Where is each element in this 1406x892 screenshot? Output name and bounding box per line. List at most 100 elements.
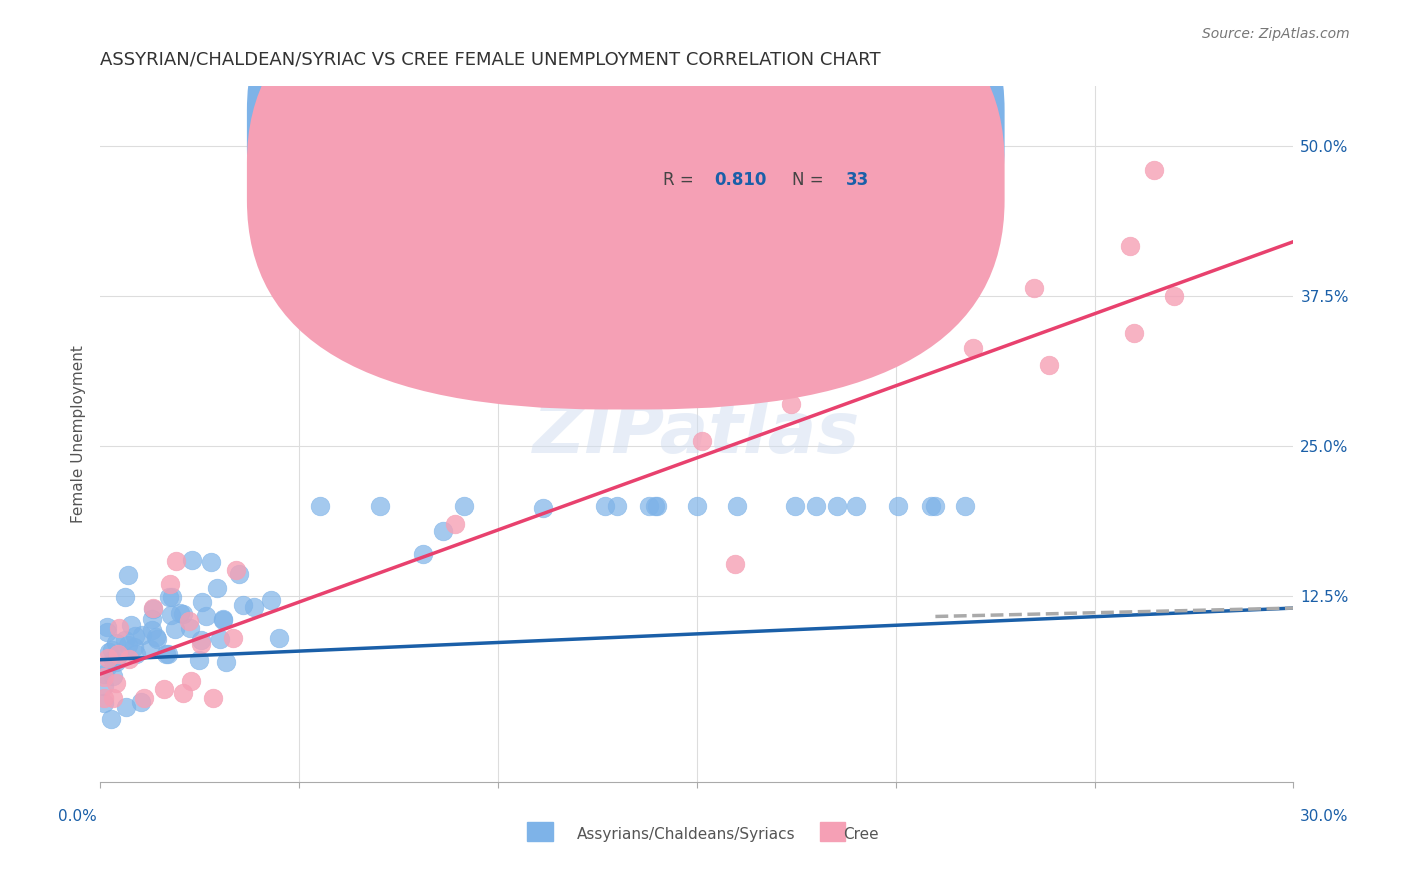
Point <box>124 630 146 644</box>
Point <box>155 647 177 661</box>
Point <box>104 636 127 650</box>
Point <box>97 645 120 659</box>
Point <box>412 547 434 561</box>
Point <box>962 341 984 355</box>
Text: 77: 77 <box>846 119 869 136</box>
Point <box>157 590 180 604</box>
Y-axis label: Female Unemployment: Female Unemployment <box>72 345 86 523</box>
Point <box>105 655 128 669</box>
Point <box>267 631 290 645</box>
Point <box>156 648 179 662</box>
FancyBboxPatch shape <box>583 110 988 218</box>
Text: Cree: Cree <box>844 827 879 841</box>
Point <box>165 622 187 636</box>
Point <box>845 499 868 513</box>
Point <box>260 593 283 607</box>
Point <box>692 434 714 449</box>
Point <box>207 581 229 595</box>
Point <box>172 686 194 700</box>
FancyBboxPatch shape <box>247 0 1005 409</box>
Point <box>101 643 124 657</box>
Point <box>138 642 160 657</box>
Point <box>96 660 118 674</box>
Point <box>718 388 741 402</box>
Point <box>1038 358 1060 372</box>
Point <box>593 499 616 513</box>
Text: 0.0%: 0.0% <box>58 809 97 823</box>
Point <box>308 499 330 513</box>
Point <box>645 499 668 513</box>
Text: N =: N = <box>792 119 824 136</box>
Point <box>1123 326 1146 341</box>
Text: Assyrians/Chaldeans/Syriacs: Assyrians/Chaldeans/Syriacs <box>576 827 794 841</box>
Point <box>107 648 129 663</box>
Point <box>638 499 661 513</box>
Point <box>190 632 212 647</box>
Point <box>172 607 194 622</box>
Point <box>93 696 115 710</box>
Point <box>93 666 115 681</box>
Point <box>100 712 122 726</box>
Point <box>105 675 128 690</box>
Point <box>146 632 169 647</box>
Point <box>114 590 136 604</box>
Point <box>228 566 250 581</box>
Point <box>190 637 212 651</box>
Point <box>120 618 142 632</box>
Point <box>232 598 254 612</box>
Point <box>955 499 977 513</box>
Point <box>96 624 118 639</box>
Point <box>142 602 165 616</box>
Point <box>211 612 233 626</box>
Point <box>841 351 863 366</box>
Point <box>141 623 163 637</box>
Point <box>117 638 139 652</box>
Text: 0.810: 0.810 <box>714 170 768 188</box>
Point <box>117 651 139 665</box>
Point <box>1022 281 1045 295</box>
Text: ASSYRIAN/CHALDEAN/SYRIAC VS CREE FEMALE UNEMPLOYMENT CORRELATION CHART: ASSYRIAN/CHALDEAN/SYRIAC VS CREE FEMALE … <box>100 51 880 69</box>
Point <box>215 656 238 670</box>
Point <box>825 499 848 513</box>
Point <box>221 631 243 645</box>
Point <box>131 628 153 642</box>
FancyBboxPatch shape <box>247 0 1005 357</box>
Point <box>142 601 165 615</box>
Point <box>114 633 136 648</box>
Point <box>93 679 115 693</box>
Point <box>194 609 217 624</box>
Text: R =: R = <box>664 119 695 136</box>
Point <box>432 524 454 538</box>
Point <box>686 499 709 513</box>
Point <box>145 631 167 645</box>
Point <box>1143 162 1166 177</box>
Point <box>1119 239 1142 253</box>
Point <box>153 681 176 696</box>
Point <box>188 652 211 666</box>
Point <box>444 516 467 531</box>
Point <box>96 620 118 634</box>
Text: N =: N = <box>792 170 824 188</box>
Point <box>159 577 181 591</box>
Point <box>129 695 152 709</box>
Point <box>202 691 225 706</box>
Point <box>122 640 145 654</box>
Point <box>125 647 148 661</box>
Text: ZIPatlas: ZIPatlas <box>533 400 860 468</box>
Point <box>453 499 475 513</box>
Point <box>160 590 183 604</box>
Point <box>93 691 115 706</box>
Point <box>724 558 747 572</box>
Point <box>165 554 187 568</box>
Point <box>179 621 201 635</box>
Point <box>920 499 942 513</box>
Point <box>191 594 214 608</box>
Point <box>180 674 202 689</box>
Text: R =: R = <box>664 170 695 188</box>
Point <box>101 691 124 706</box>
Point <box>924 499 946 513</box>
Point <box>117 568 139 582</box>
Point <box>141 612 163 626</box>
Text: 30.0%: 30.0% <box>1301 809 1348 823</box>
Text: 0.217: 0.217 <box>714 119 768 136</box>
